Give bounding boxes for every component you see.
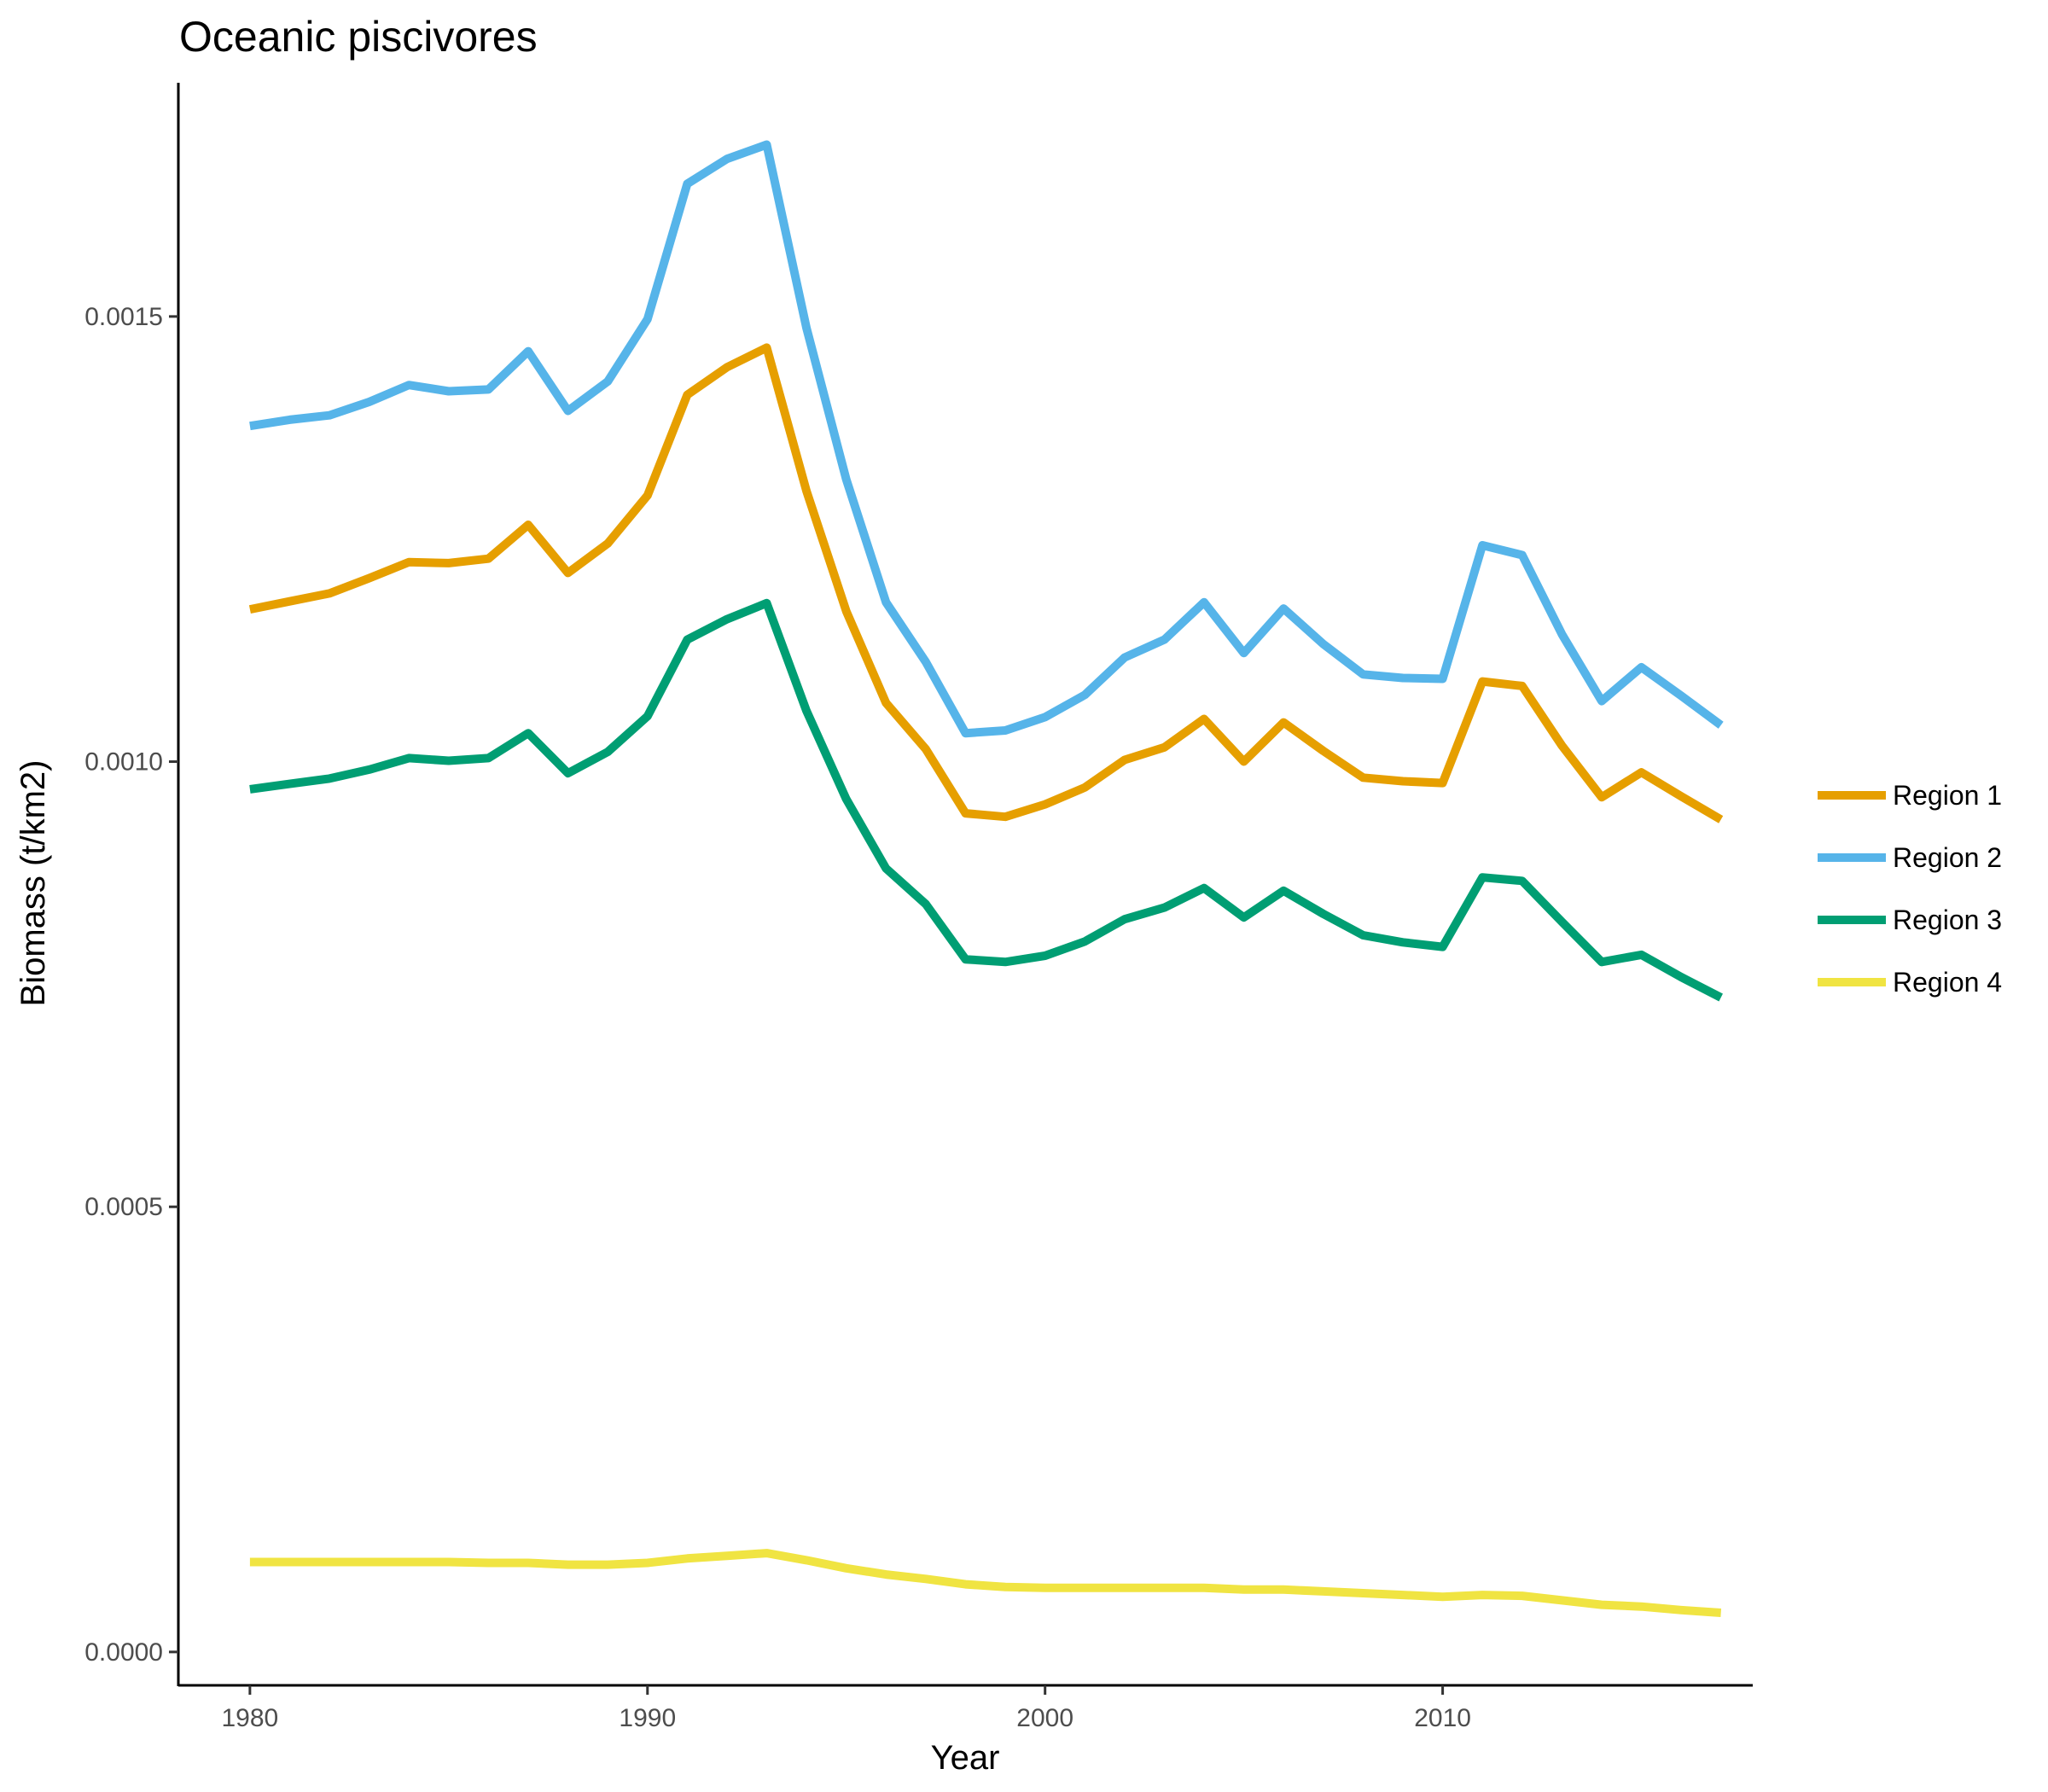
y-tick-label: 0.0015 — [84, 303, 163, 331]
x-ticks: 1980 1990 2000 2010 — [221, 1685, 1471, 1732]
legend-label-region-1: Region 1 — [1893, 780, 2002, 811]
y-tick-label: 0.0000 — [84, 1638, 163, 1667]
x-tick-label: 2010 — [1414, 1704, 1471, 1732]
x-tick-label: 2000 — [1016, 1704, 1073, 1732]
y-axis-title: Biomass (t/km2) — [15, 760, 52, 1007]
series-line-region-4 — [249, 1549, 1722, 1617]
chart-title: Oceanic piscivores — [179, 13, 538, 61]
legend-label-region-4: Region 4 — [1893, 967, 2002, 998]
y-tick-label: 0.0010 — [84, 748, 163, 777]
x-tick-label: 1990 — [619, 1704, 676, 1732]
legend-label-region-3: Region 3 — [1893, 905, 2002, 935]
series-line-region-3 — [249, 598, 1723, 1002]
series-line-region-1 — [248, 343, 1724, 823]
x-tick-label: 1980 — [221, 1704, 278, 1732]
legend: Region 1 Region 2 Region 3 Region 4 — [1818, 780, 2002, 998]
y-ticks: 0.0000 0.0005 0.0010 0.0015 — [84, 303, 178, 1667]
y-tick-label: 0.0005 — [84, 1193, 163, 1221]
series-line-region-2 — [249, 140, 1724, 738]
legend-label-region-2: Region 2 — [1893, 842, 2002, 873]
x-axis-title: Year — [931, 1739, 1000, 1777]
series-layer — [248, 140, 1724, 1617]
